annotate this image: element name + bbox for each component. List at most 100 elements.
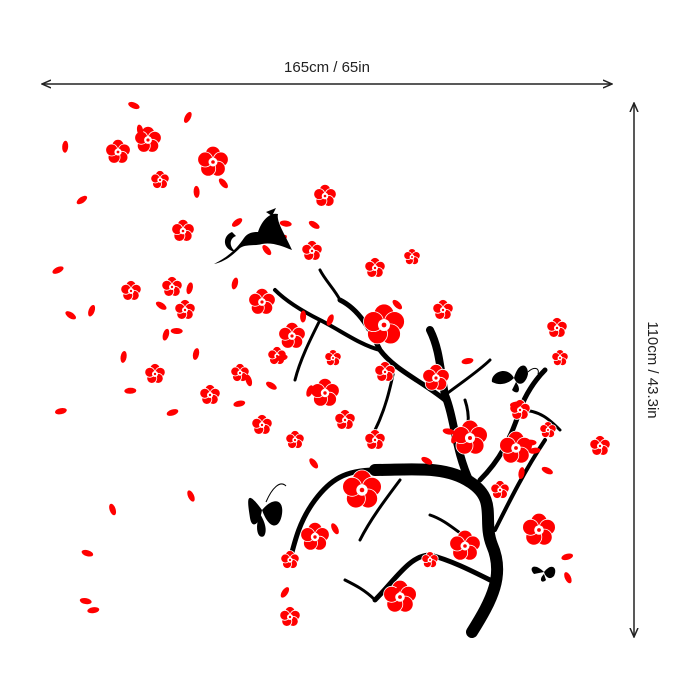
width-label: 165cm / 65in [284,59,370,76]
falling-petal [306,385,314,397]
falling-petal [76,195,88,205]
falling-petal [245,374,253,387]
falling-petal [541,466,553,475]
falling-petal [300,310,307,323]
blossom [363,303,405,345]
falling-petal [87,607,100,614]
blossom [551,349,569,366]
falling-petal [331,523,339,535]
blossom [134,125,162,153]
falling-petal [231,277,239,290]
blossom [499,430,533,464]
blossom-center [383,370,387,374]
falling-petal [124,387,137,394]
blossom [403,248,421,265]
blossom [248,287,276,315]
blossom [342,469,382,509]
falling-petal [262,245,272,256]
blossom-center [238,371,242,375]
blossom-center [434,376,438,380]
blossom-center [441,308,445,312]
falling-petal [52,266,64,274]
blossom [522,512,556,546]
blossoms [105,125,611,627]
falling-petal [266,381,277,390]
blossom [279,606,301,627]
blossom-center [260,423,264,427]
blossom [300,521,330,551]
blossom [301,240,323,261]
blossom-center [598,444,602,448]
falling-petal [120,350,127,363]
blossom [105,138,131,164]
blossom-center [170,285,174,289]
falling-petal [518,467,525,480]
blossom-center [313,535,317,539]
blossom-center [290,334,294,338]
butterfly [491,365,539,393]
blossom-center [183,308,187,312]
blossom-center [429,559,431,561]
blossom [449,529,481,561]
blossom [171,218,195,242]
blossom [199,384,221,405]
blossom-center [559,357,561,359]
falling-petal [451,432,459,444]
falling-petal [308,220,320,229]
blossom [432,299,454,320]
blossom-center [211,160,215,164]
blossom-center [129,289,133,293]
blossom [120,280,142,301]
blossom [313,183,337,207]
blossom-center [343,418,347,422]
falling-petal [218,178,228,189]
falling-petal [65,311,76,320]
falling-petal [170,327,183,335]
falling-petal [162,328,170,341]
blossom [278,321,306,349]
blossom [310,377,340,407]
blossom-center [537,528,541,532]
falling-petal [326,314,334,326]
falling-petal [186,282,193,295]
falling-petal [81,549,94,557]
bird [214,208,292,264]
blossom-center [498,488,502,492]
blossom-center [288,558,292,562]
blossom-center [514,446,518,450]
blossom-center [468,436,472,440]
blossom-center [463,544,467,548]
blossom-center [323,194,327,198]
blossom [490,480,510,499]
blossom [364,257,386,278]
blossom-center [547,429,549,431]
butterfly [248,483,287,537]
falling-petal [279,220,292,227]
falling-petal [128,101,140,110]
blossom-center [373,266,377,270]
blossom-center [555,326,559,330]
blossom [174,299,196,320]
falling-petal [109,503,117,516]
falling-petal [275,354,288,361]
blossom-center [359,487,365,493]
falling-petal [166,409,179,416]
blossom [150,170,170,189]
falling-petal [461,357,474,365]
falling-petal [524,439,537,446]
falling-petal [88,304,96,317]
blossom [144,363,166,384]
falling-petal [136,124,144,137]
blossom-center [381,322,387,328]
falling-petal [193,185,200,198]
blossom [285,430,305,449]
falling-petal [187,490,195,502]
blossom [230,363,250,382]
blossom [364,429,386,450]
falling-petal [233,400,246,407]
blossom-center [208,393,212,397]
falling-petal [183,111,192,123]
falling-petal [528,447,541,454]
